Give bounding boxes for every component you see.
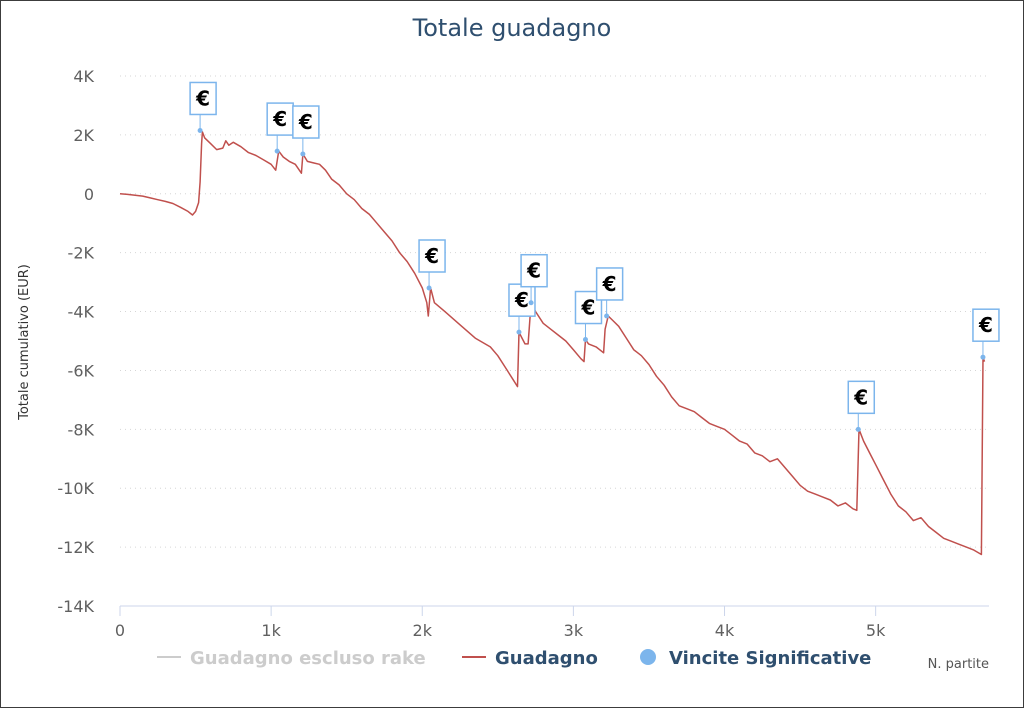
win-point <box>528 300 534 306</box>
euro-icon: € <box>298 110 313 134</box>
y-tick-label: 2K <box>73 126 94 145</box>
x-tick-label: 3k <box>564 621 584 640</box>
euro-icon: € <box>526 259 541 283</box>
series-layer <box>119 131 986 556</box>
win-marker-flag <box>292 105 320 139</box>
series-line-guadagno <box>119 131 986 556</box>
win-marker-flag <box>847 380 876 415</box>
euro-icon: € <box>424 244 439 268</box>
y-tick-label: -12K <box>57 538 94 557</box>
win-marker-flag <box>418 239 446 273</box>
win-point <box>274 148 280 154</box>
y-tick-label: -6K <box>68 361 95 380</box>
y-tick-label: 4K <box>73 67 94 86</box>
win-point <box>980 354 986 360</box>
win-marker-flag <box>520 253 548 288</box>
legend-item-guadagno[interactable]: Guadagno <box>462 648 598 669</box>
chart-title: Totale guadagno <box>412 14 612 42</box>
x-tick-label: 0 <box>115 621 125 640</box>
euro-icon: € <box>978 313 993 337</box>
win-marker[interactable]: € <box>508 283 536 335</box>
win-marker[interactable]: € <box>574 290 603 343</box>
win-point <box>855 426 861 432</box>
legend-dot-icon <box>640 649 656 665</box>
legend-item-guadagno-escluso-rake[interactable]: Guadagno escluso rake <box>157 648 426 669</box>
win-marker-flag <box>595 267 624 301</box>
win-marker[interactable]: € <box>418 239 446 291</box>
win-point <box>604 313 610 319</box>
win-marker[interactable]: € <box>189 81 217 133</box>
y-tick-label: -4K <box>68 303 95 322</box>
y-axis-label: Totale cumulativo (EUR) <box>17 264 32 421</box>
marker-layer: €€ €€€€€€€€ <box>189 81 1000 432</box>
win-point <box>197 127 203 133</box>
win-marker[interactable]: € <box>595 267 624 319</box>
y-tick-label: -10K <box>57 479 94 498</box>
y-axis-ticks: 4K 2K 0 -2K -4K -6K -8K -10K -12K -14K <box>57 67 94 616</box>
euro-icon: € <box>602 272 617 296</box>
win-marker[interactable]: € <box>266 102 294 154</box>
x-tick-label: 4k <box>715 621 735 640</box>
legend: Guadagno escluso rake Guadagno Vincite Sig… <box>157 648 871 669</box>
win-point <box>426 285 432 291</box>
win-marker-flag <box>972 308 1000 342</box>
legend-label: Guadagno <box>495 648 598 669</box>
euro-icon: € <box>272 107 287 131</box>
win-marker[interactable]: € <box>520 253 548 306</box>
euro-icon: € <box>514 288 529 312</box>
euro-icon: € <box>581 296 596 320</box>
y-tick-label: -14K <box>57 597 94 616</box>
win-point <box>300 151 306 157</box>
y-tick-label: -8K <box>68 420 95 439</box>
legend-label: Guadagno escluso rake <box>190 648 426 669</box>
grid-lines <box>120 75 989 548</box>
x-axis: 0 1k 2k 3k 4k 5k <box>115 605 989 640</box>
legend-label: Vincite Significative <box>669 648 871 669</box>
x-tick-label: 1k <box>261 621 281 640</box>
win-point <box>582 337 588 343</box>
euro-icon: € <box>195 86 210 110</box>
win-marker[interactable]: € <box>847 380 876 432</box>
win-marker[interactable]: € <box>292 105 320 157</box>
win-point <box>516 329 522 335</box>
y-tick-label: -2K <box>68 244 95 263</box>
win-marker[interactable]: € <box>972 308 1000 360</box>
y-tick-label: 0 <box>84 185 94 204</box>
win-marker-flag <box>189 81 217 116</box>
euro-icon: € <box>853 385 868 409</box>
x-tick-label: 5k <box>866 621 886 640</box>
legend-item-vincite-significative[interactable]: Vincite Significative <box>640 648 871 669</box>
x-tick-label: 2k <box>413 621 433 640</box>
x-axis-label: N. partite <box>928 657 989 672</box>
